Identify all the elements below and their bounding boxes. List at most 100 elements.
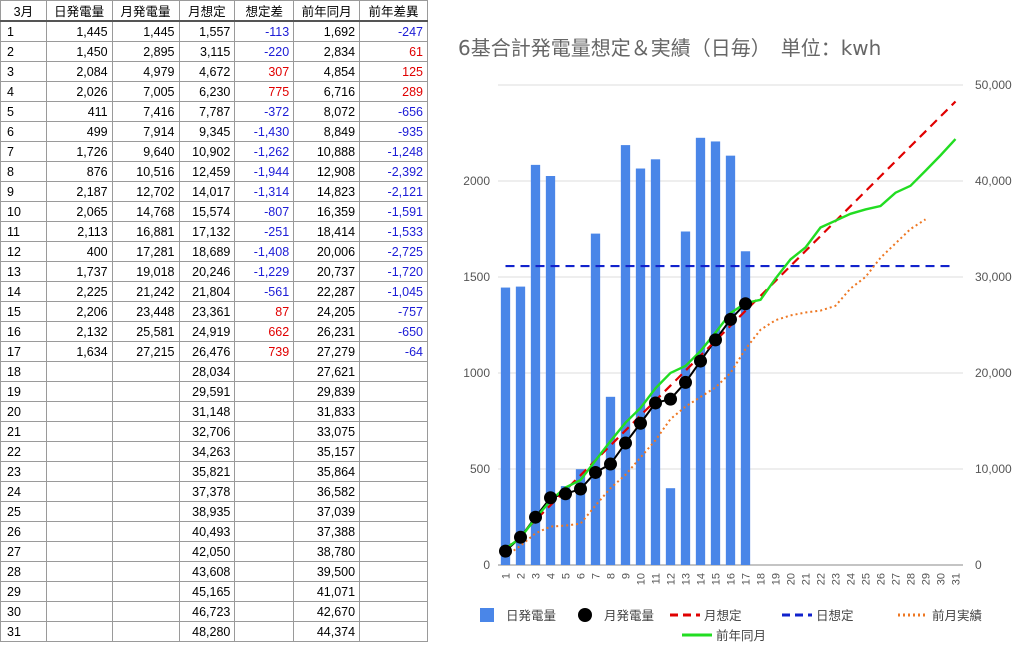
header-forecast-diff[interactable]: 想定差 — [234, 0, 295, 22]
cell-forecast-diff[interactable] — [234, 441, 295, 462]
cell-forecast-diff[interactable] — [234, 401, 295, 422]
cell-prev-year-month[interactable]: 44,374 — [293, 621, 361, 642]
cell-daily-generation[interactable]: 2,225 — [45, 281, 113, 302]
cell-day[interactable]: 19 — [0, 381, 47, 402]
cell-day[interactable]: 23 — [0, 461, 47, 482]
cell-monthly-generation[interactable] — [111, 381, 180, 402]
cell-forecast-diff[interactable] — [234, 381, 295, 402]
legend-item-monthly-generation[interactable]: 月発電量 — [578, 608, 654, 623]
cell-monthly-forecast[interactable]: 46,723 — [178, 601, 236, 622]
cell-daily-generation[interactable]: 2,084 — [45, 61, 113, 82]
cell-day[interactable]: 22 — [0, 441, 47, 462]
cell-day[interactable]: 9 — [0, 181, 47, 202]
cell-prev-year-month[interactable]: 10,888 — [293, 141, 361, 162]
cell-prev-year-diff[interactable] — [359, 581, 428, 602]
cell-monthly-forecast[interactable]: 14,017 — [178, 181, 236, 202]
cell-daily-generation[interactable]: 400 — [45, 241, 113, 262]
cell-monthly-generation[interactable]: 23,448 — [111, 301, 180, 322]
cell-prev-year-diff[interactable]: -247 — [359, 20, 428, 42]
cell-forecast-diff[interactable]: 662 — [234, 321, 295, 342]
cell-monthly-forecast[interactable]: 9,345 — [178, 121, 236, 142]
cell-monthly-generation[interactable]: 14,768 — [111, 201, 180, 222]
marker-monthly-generation[interactable] — [604, 457, 617, 471]
cell-prev-year-diff[interactable]: 289 — [359, 81, 428, 102]
cell-monthly-generation[interactable] — [111, 401, 180, 422]
cell-monthly-generation[interactable] — [111, 441, 180, 462]
header-prev-year-diff[interactable]: 前年差異 — [359, 0, 428, 22]
cell-monthly-forecast[interactable]: 38,935 — [178, 501, 236, 522]
cell-monthly-forecast[interactable]: 42,050 — [178, 541, 236, 562]
cell-daily-generation[interactable] — [45, 421, 113, 442]
cell-forecast-diff[interactable]: -1,944 — [234, 161, 295, 182]
cell-daily-generation[interactable]: 411 — [45, 101, 113, 122]
cell-daily-generation[interactable] — [45, 601, 113, 622]
cell-prev-year-diff[interactable]: -1,720 — [359, 261, 428, 282]
cell-day[interactable]: 31 — [0, 621, 47, 642]
cell-prev-year-diff[interactable] — [359, 481, 428, 502]
cell-prev-year-diff[interactable] — [359, 501, 428, 522]
cell-monthly-forecast[interactable]: 3,115 — [178, 41, 236, 62]
cell-daily-generation[interactable]: 1,737 — [45, 261, 113, 282]
legend-item-prev-year-month[interactable]: 前年同月 — [682, 628, 766, 643]
cell-day[interactable]: 13 — [0, 261, 47, 282]
cell-day[interactable]: 7 — [0, 141, 47, 162]
cell-monthly-forecast[interactable]: 18,689 — [178, 241, 236, 262]
cell-monthly-generation[interactable] — [111, 541, 180, 562]
cell-prev-year-month[interactable]: 4,854 — [293, 61, 361, 82]
cell-monthly-forecast[interactable]: 1,557 — [178, 20, 236, 42]
chart-panel[interactable]: 6基合計発電量想定＆実績（日毎） 単位：kwh 0 500 1000 1500 2000… — [428, 0, 1025, 653]
cell-prev-year-month[interactable]: 2,834 — [293, 41, 361, 62]
cell-forecast-diff[interactable] — [234, 361, 295, 382]
cell-day[interactable]: 11 — [0, 221, 47, 242]
cell-day[interactable]: 8 — [0, 161, 47, 182]
cell-day[interactable]: 12 — [0, 241, 47, 262]
cell-forecast-diff[interactable] — [234, 421, 295, 442]
cell-monthly-forecast[interactable]: 31,148 — [178, 401, 236, 422]
cell-day[interactable]: 28 — [0, 561, 47, 582]
cell-forecast-diff[interactable]: -372 — [234, 101, 295, 122]
cell-monthly-generation[interactable]: 25,581 — [111, 321, 180, 342]
cell-monthly-generation[interactable]: 7,005 — [111, 81, 180, 102]
cell-forecast-diff[interactable]: 775 — [234, 81, 295, 102]
marker-monthly-generation[interactable] — [499, 544, 512, 558]
cell-day[interactable]: 14 — [0, 281, 47, 302]
bar-daily-generation[interactable] — [710, 141, 721, 565]
cell-day[interactable]: 21 — [0, 421, 47, 442]
cell-monthly-generation[interactable]: 2,895 — [111, 41, 180, 62]
cell-forecast-diff[interactable]: -807 — [234, 201, 295, 222]
cell-forecast-diff[interactable] — [234, 521, 295, 542]
cell-daily-generation[interactable] — [45, 581, 113, 602]
cell-day[interactable]: 24 — [0, 481, 47, 502]
legend-item-daily-forecast[interactable]: 日想定 — [782, 608, 854, 623]
cell-prev-year-month[interactable]: 8,849 — [293, 121, 361, 142]
cell-daily-generation[interactable]: 2,132 — [45, 321, 113, 342]
marker-monthly-generation[interactable] — [589, 465, 602, 479]
cell-prev-year-month[interactable]: 33,075 — [293, 421, 361, 442]
cell-prev-year-month[interactable]: 38,780 — [293, 541, 361, 562]
cell-prev-year-month[interactable]: 14,823 — [293, 181, 361, 202]
cell-monthly-generation[interactable] — [111, 421, 180, 442]
cell-forecast-diff[interactable]: -251 — [234, 221, 295, 242]
marker-monthly-generation[interactable] — [709, 333, 722, 347]
cell-monthly-generation[interactable] — [111, 481, 180, 502]
cell-monthly-forecast[interactable]: 20,246 — [178, 261, 236, 282]
cell-forecast-diff[interactable]: -1,314 — [234, 181, 295, 202]
cell-prev-year-diff[interactable] — [359, 421, 428, 442]
cell-forecast-diff[interactable]: -1,408 — [234, 241, 295, 262]
cell-monthly-generation[interactable]: 12,702 — [111, 181, 180, 202]
cell-day[interactable]: 3 — [0, 61, 47, 82]
cell-prev-year-diff[interactable]: -656 — [359, 101, 428, 122]
bar-daily-generation[interactable] — [635, 168, 646, 565]
cell-monthly-forecast[interactable]: 10,902 — [178, 141, 236, 162]
cell-forecast-diff[interactable] — [234, 461, 295, 482]
cell-prev-year-diff[interactable]: -1,533 — [359, 221, 428, 242]
cell-daily-generation[interactable]: 1,450 — [45, 41, 113, 62]
cell-forecast-diff[interactable]: -561 — [234, 281, 295, 302]
cell-prev-year-diff[interactable] — [359, 561, 428, 582]
cell-day[interactable]: 26 — [0, 521, 47, 542]
cell-monthly-forecast[interactable]: 7,787 — [178, 101, 236, 122]
cell-prev-year-month[interactable]: 22,287 — [293, 281, 361, 302]
cell-prev-year-diff[interactable]: 61 — [359, 41, 428, 62]
cell-monthly-generation[interactable] — [111, 601, 180, 622]
cell-monthly-generation[interactable]: 16,881 — [111, 221, 180, 242]
